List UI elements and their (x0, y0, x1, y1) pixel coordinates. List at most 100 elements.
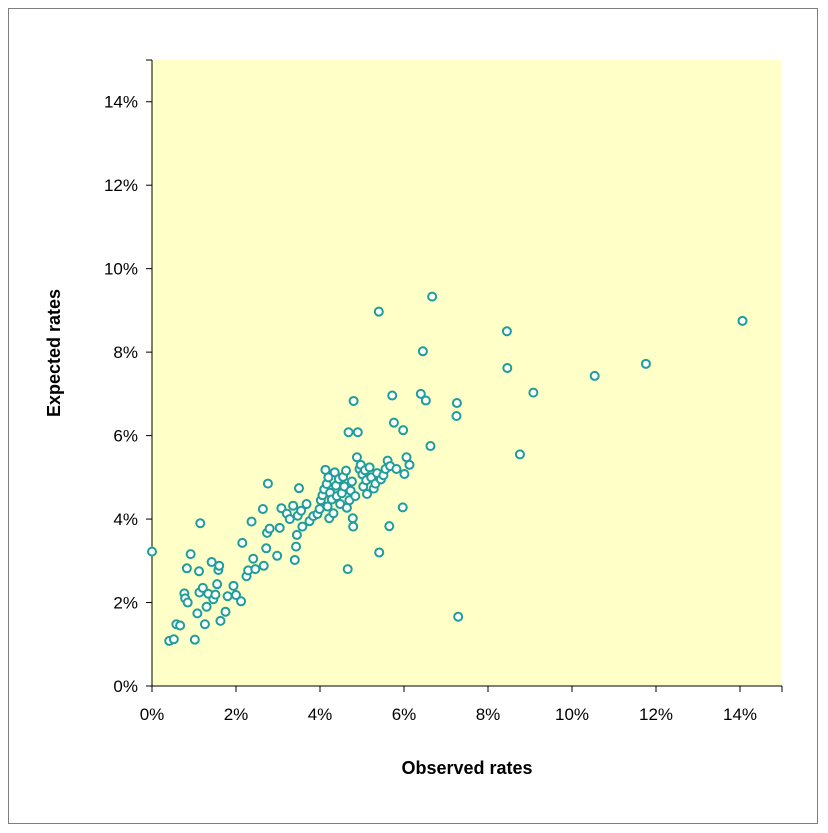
data-point (352, 427, 363, 438)
data-point (589, 370, 600, 381)
data-point (301, 499, 312, 510)
x-tick-label: 12% (639, 705, 673, 724)
data-point (181, 563, 192, 574)
data-point (351, 452, 362, 463)
data-point (640, 358, 651, 369)
data-point (346, 476, 357, 487)
data-point (222, 591, 233, 602)
data-point (341, 465, 352, 476)
data-point (348, 395, 359, 406)
data-point (246, 516, 257, 527)
data-point (261, 543, 272, 554)
data-point (175, 620, 186, 631)
data-point (514, 449, 525, 460)
data-point (291, 529, 302, 540)
data-point (257, 504, 268, 515)
data-point (387, 390, 398, 401)
data-point (237, 537, 248, 548)
data-point (399, 468, 410, 479)
x-tick-label: 2% (224, 705, 249, 724)
data-point (502, 362, 513, 373)
data-point (201, 601, 212, 612)
data-point (272, 550, 283, 561)
data-point (195, 518, 206, 529)
data-point (528, 387, 539, 398)
data-point (420, 395, 431, 406)
data-point (384, 521, 395, 532)
x-tick-label: 14% (723, 705, 757, 724)
x-axis-title: Observed rates (401, 758, 532, 778)
data-point (206, 557, 217, 568)
data-point (236, 596, 247, 607)
data-point (314, 504, 325, 515)
data-point (168, 634, 179, 645)
data-point (451, 398, 462, 409)
data-point (289, 554, 300, 565)
axes (151, 60, 782, 687)
data-point (291, 541, 302, 552)
data-point (264, 523, 275, 534)
data-point (342, 564, 353, 575)
data-point (197, 582, 208, 593)
data-point (189, 634, 200, 645)
y-tick-label: 12% (104, 176, 138, 195)
data-point (362, 489, 373, 500)
data-point (294, 483, 304, 494)
data-point (415, 388, 426, 399)
y-tick-label: 4% (113, 510, 138, 529)
data-point (364, 462, 375, 473)
data-point (374, 547, 385, 558)
data-point (297, 521, 308, 532)
x-tick-label: 4% (308, 705, 333, 724)
data-point (248, 553, 259, 564)
data-point (274, 522, 285, 533)
data-point (194, 566, 205, 577)
data-point (220, 606, 231, 617)
data-point (328, 508, 339, 519)
x-tick-label: 10% (555, 705, 589, 724)
data-point (453, 611, 464, 622)
data-point (343, 427, 354, 438)
data-point (398, 425, 409, 436)
y-axis-ticks: 0% 2% 4% 6% 8% 10% 12% 14% (104, 59, 152, 696)
y-tick-label: 8% (113, 343, 138, 362)
data-point (388, 417, 399, 428)
data-point (250, 564, 261, 575)
y-tick-label: 14% (104, 93, 138, 112)
x-tick-label: 6% (392, 705, 417, 724)
data-point (427, 291, 438, 302)
data-point (182, 597, 193, 608)
x-tick-label: 8% (476, 705, 501, 724)
data-point (391, 463, 402, 474)
data-point (322, 501, 333, 512)
x-axis-ticks: 0% 2% 4% 6% 8% 10% 12% 14% (140, 686, 783, 724)
data-points (147, 291, 748, 646)
data-point (417, 346, 428, 357)
data-point (212, 579, 223, 590)
y-tick-label: 2% (113, 594, 138, 613)
data-point (215, 615, 226, 626)
data-point (214, 560, 225, 571)
y-axis-title: Expected rates (44, 289, 64, 417)
data-point (373, 306, 384, 317)
data-point (192, 608, 203, 619)
y-tick-label: 6% (113, 427, 138, 446)
data-point (737, 315, 748, 326)
plot-area (152, 60, 782, 686)
data-point (284, 514, 295, 525)
data-point (425, 441, 436, 452)
data-point (147, 546, 157, 557)
data-point (228, 580, 239, 591)
data-point (262, 478, 273, 489)
data-point (288, 500, 299, 511)
y-tick-label: 0% (113, 677, 138, 696)
data-point (451, 410, 462, 421)
y-tick-label: 10% (104, 260, 138, 279)
data-point (501, 326, 512, 337)
data-point (397, 502, 408, 513)
data-point (350, 491, 361, 502)
data-point (231, 590, 241, 601)
data-point (348, 521, 359, 532)
data-point (185, 549, 196, 560)
